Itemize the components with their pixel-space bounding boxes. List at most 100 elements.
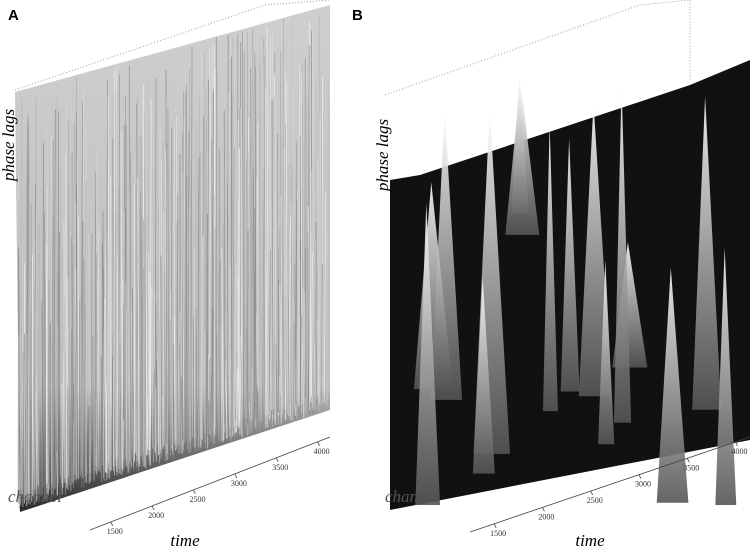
texture: [262, 168, 265, 422]
tick-mark: [193, 489, 196, 495]
texture: [256, 385, 259, 420]
texture: [106, 163, 109, 474]
texture: [125, 125, 128, 473]
texture: [156, 204, 159, 446]
texture: [218, 149, 222, 439]
texture: [112, 70, 116, 471]
texture: [505, 81, 540, 235]
box-edge: [384, 0, 691, 96]
texture: [95, 254, 98, 472]
texture: [158, 125, 161, 454]
texture: [283, 147, 286, 409]
z-axis-label: channel: [385, 487, 439, 506]
texture: [236, 120, 239, 426]
texture: [49, 322, 51, 490]
x-tick-label: 1500: [490, 529, 506, 538]
texture: [613, 83, 632, 423]
texture: [124, 282, 127, 456]
texture: [154, 78, 157, 460]
x-axis: [469, 436, 751, 533]
texture: [241, 31, 245, 434]
tick-mark: [275, 457, 279, 463]
texture: [327, 380, 329, 400]
texture: [233, 191, 236, 435]
texture: [187, 131, 190, 450]
texture: [62, 153, 64, 495]
texture: [21, 313, 23, 497]
texture: [145, 107, 148, 455]
texture: [235, 46, 237, 433]
texture: [221, 248, 224, 443]
texture: [66, 394, 70, 490]
z-axis-label: channel: [8, 487, 62, 506]
texture: [290, 157, 293, 406]
surface-a: [14, 0, 331, 512]
texture: [217, 70, 220, 442]
texture: [239, 335, 242, 435]
texture: [149, 99, 152, 466]
texture: [302, 291, 306, 418]
texture: [127, 64, 131, 464]
tick-mark: [110, 521, 114, 527]
texture: [137, 178, 140, 465]
texture: [304, 289, 307, 417]
texture: [19, 228, 21, 506]
texture: [44, 235, 47, 489]
texture: [82, 92, 84, 478]
texture: [293, 263, 297, 405]
texture: [105, 241, 107, 473]
texture: [656, 267, 689, 503]
texture: [163, 210, 165, 447]
texture: [109, 141, 112, 470]
texture: [258, 38, 261, 432]
x-tick-label: 2500: [587, 496, 603, 505]
texture: [200, 182, 203, 445]
box-edge: [14, 0, 331, 91]
texture: [308, 206, 310, 410]
texture: [138, 316, 141, 455]
texture: [309, 20, 312, 397]
texture: [274, 73, 276, 425]
texture: [42, 143, 44, 491]
texture: [230, 350, 233, 442]
texture: [236, 369, 239, 433]
texture: [271, 29, 273, 410]
texture: [160, 255, 162, 450]
x-tick-label: 3000: [635, 480, 651, 489]
texture: [122, 419, 125, 469]
texture: [174, 113, 177, 449]
texture: [298, 65, 301, 405]
texture: [298, 315, 301, 407]
x-tick-label: 2000: [148, 511, 164, 520]
texture: [72, 419, 75, 484]
texture: [158, 314, 161, 447]
texture: [172, 68, 174, 452]
texture: [257, 123, 259, 421]
texture: [232, 241, 235, 432]
tick-mark: [590, 490, 594, 496]
texture: [90, 233, 93, 474]
texture: [237, 275, 240, 428]
texture: [78, 300, 81, 478]
texture: [211, 307, 214, 434]
texture: [54, 372, 57, 489]
texture: [144, 111, 146, 466]
texture: [254, 208, 257, 419]
texture: [281, 18, 284, 415]
texture: [246, 290, 249, 428]
texture: [89, 394, 92, 473]
texture: [211, 91, 214, 439]
texture: [189, 206, 191, 441]
texture: [185, 176, 188, 443]
tick-mark: [151, 505, 155, 511]
tick-mark: [317, 441, 320, 446]
texture: [32, 442, 34, 489]
texture: [279, 284, 282, 418]
x-tick-label: 1500: [107, 527, 123, 536]
texture: [96, 438, 99, 473]
texture: [250, 368, 253, 421]
texture: [95, 419, 98, 466]
tick-mark: [234, 473, 238, 479]
texture: [415, 203, 441, 505]
texture: [240, 108, 243, 437]
